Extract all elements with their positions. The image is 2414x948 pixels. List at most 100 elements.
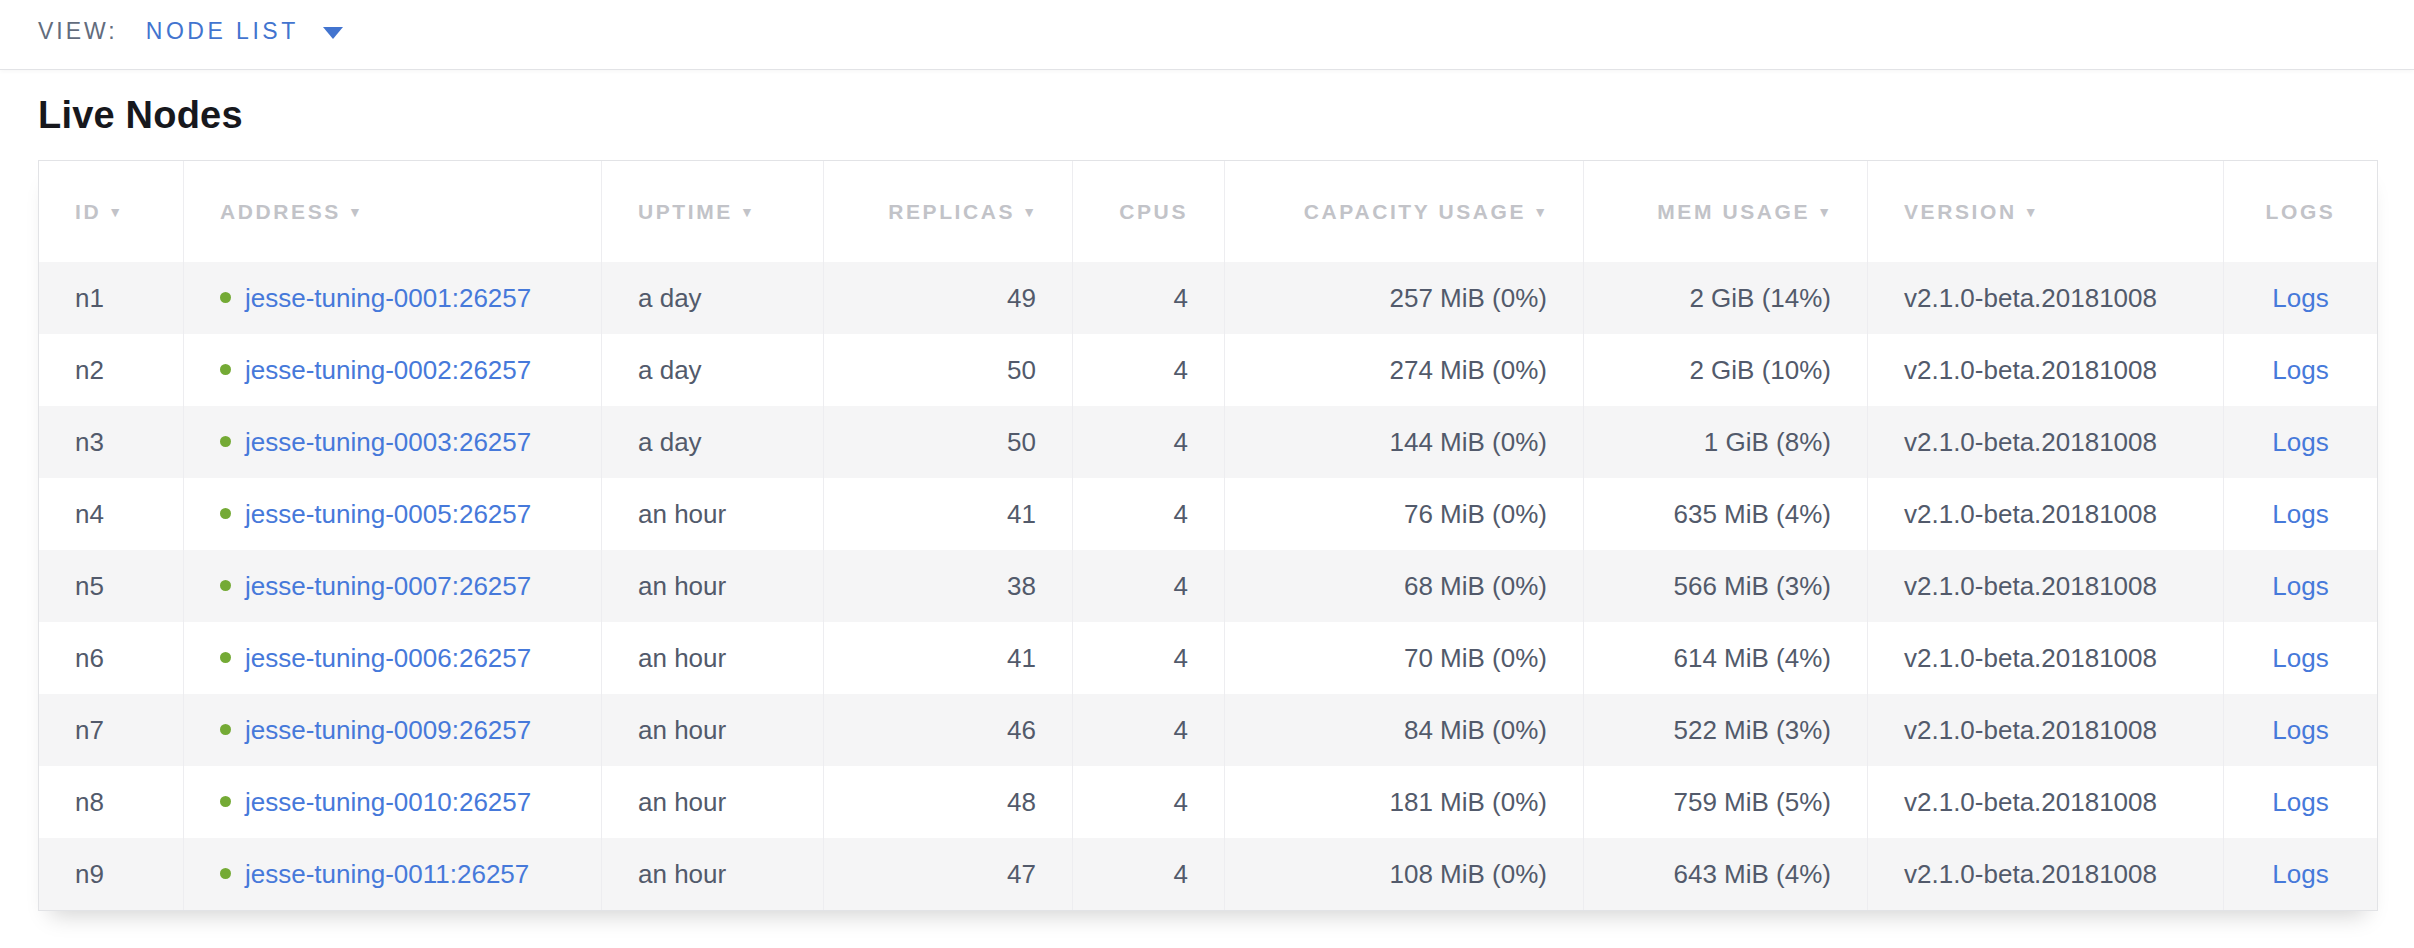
node-address-link[interactable]: jesse-tuning-0003:26257 — [245, 427, 531, 457]
capacity-cell: 274 MiB (0%) — [1225, 334, 1584, 406]
node-address-link[interactable]: jesse-tuning-0002:26257 — [245, 355, 531, 385]
column-header-label: MEM USAGE — [1657, 200, 1810, 223]
capacity-cell: 144 MiB (0%) — [1225, 406, 1584, 478]
address-cell: jesse-tuning-0011:26257 — [184, 838, 602, 910]
table-row: n3jesse-tuning-0003:26257a day504144 MiB… — [39, 406, 2377, 478]
node-address-link[interactable]: jesse-tuning-0005:26257 — [245, 499, 531, 529]
address-cell: jesse-tuning-0001:26257 — [184, 262, 602, 334]
node-address-link[interactable]: jesse-tuning-0010:26257 — [245, 787, 531, 817]
id-cell: n9 — [39, 838, 184, 910]
version-cell: v2.1.0-beta.20181008 — [1868, 406, 2224, 478]
cpus-cell: 4 — [1073, 838, 1225, 910]
cpus-cell: 4 — [1073, 622, 1225, 694]
version-cell: v2.1.0-beta.20181008 — [1868, 622, 2224, 694]
logs-link[interactable]: Logs — [2272, 499, 2328, 529]
mem-cell: 2 GiB (14%) — [1584, 262, 1868, 334]
logs-cell: Logs — [2224, 694, 2377, 766]
node-address-link[interactable]: jesse-tuning-0006:26257 — [245, 643, 531, 673]
cpus-cell: 4 — [1073, 406, 1225, 478]
logs-link[interactable]: Logs — [2272, 859, 2328, 889]
mem-cell: 1 GiB (8%) — [1584, 406, 1868, 478]
logs-link[interactable]: Logs — [2272, 283, 2328, 313]
node-healthy-status-icon — [220, 868, 231, 879]
replicas-cell: 47 — [824, 838, 1073, 910]
replicas-cell: 50 — [824, 334, 1073, 406]
capacity-cell: 76 MiB (0%) — [1225, 478, 1584, 550]
logs-link[interactable]: Logs — [2272, 571, 2328, 601]
mem-cell: 522 MiB (3%) — [1584, 694, 1868, 766]
logs-link[interactable]: Logs — [2272, 355, 2328, 385]
logs-cell: Logs — [2224, 838, 2377, 910]
node-address-link[interactable]: jesse-tuning-0011:26257 — [245, 859, 529, 889]
logs-link[interactable]: Logs — [2272, 427, 2328, 457]
column-header-id[interactable]: ID▼ — [39, 161, 184, 262]
sort-desc-icon: ▼ — [740, 204, 754, 220]
node-address-link[interactable]: jesse-tuning-0007:26257 — [245, 571, 531, 601]
address-cell: jesse-tuning-0005:26257 — [184, 478, 602, 550]
column-header-address[interactable]: ADDRESS▼ — [184, 161, 602, 262]
logs-link[interactable]: Logs — [2272, 787, 2328, 817]
uptime-cell: an hour — [602, 550, 824, 622]
version-cell: v2.1.0-beta.20181008 — [1868, 766, 2224, 838]
logs-cell: Logs — [2224, 478, 2377, 550]
view-selector[interactable]: NODE LIST — [146, 18, 343, 45]
address-cell: jesse-tuning-0007:26257 — [184, 550, 602, 622]
address-cell: jesse-tuning-0003:26257 — [184, 406, 602, 478]
replicas-cell: 48 — [824, 766, 1073, 838]
capacity-cell: 68 MiB (0%) — [1225, 550, 1584, 622]
node-healthy-status-icon — [220, 364, 231, 375]
logs-link[interactable]: Logs — [2272, 643, 2328, 673]
id-cell: n4 — [39, 478, 184, 550]
table-row: n4jesse-tuning-0005:26257an hour41476 Mi… — [39, 478, 2377, 550]
node-healthy-status-icon — [220, 580, 231, 591]
column-header-version[interactable]: VERSION▼ — [1868, 161, 2224, 262]
version-cell: v2.1.0-beta.20181008 — [1868, 334, 2224, 406]
uptime-cell: an hour — [602, 838, 824, 910]
table-row: n2jesse-tuning-0002:26257a day504274 MiB… — [39, 334, 2377, 406]
replicas-cell: 41 — [824, 622, 1073, 694]
mem-cell: 2 GiB (10%) — [1584, 334, 1868, 406]
address-cell: jesse-tuning-0009:26257 — [184, 694, 602, 766]
replicas-cell: 46 — [824, 694, 1073, 766]
id-cell: n7 — [39, 694, 184, 766]
node-healthy-status-icon — [220, 724, 231, 735]
view-bar: VIEW: NODE LIST — [0, 0, 2414, 70]
mem-cell: 566 MiB (3%) — [1584, 550, 1868, 622]
column-header-label: LOGS — [2266, 200, 2336, 223]
logs-cell: Logs — [2224, 550, 2377, 622]
capacity-cell: 84 MiB (0%) — [1225, 694, 1584, 766]
column-header-label: ID — [75, 200, 101, 223]
column-header-mem[interactable]: MEM USAGE ▼ — [1584, 161, 1868, 262]
column-header-uptime[interactable]: UPTIME▼ — [602, 161, 824, 262]
cpus-cell: 4 — [1073, 478, 1225, 550]
uptime-cell: an hour — [602, 478, 824, 550]
capacity-cell: 181 MiB (0%) — [1225, 766, 1584, 838]
replicas-cell: 38 — [824, 550, 1073, 622]
mem-cell: 759 MiB (5%) — [1584, 766, 1868, 838]
id-cell: n5 — [39, 550, 184, 622]
table-row: n7jesse-tuning-0009:26257an hour46484 Mi… — [39, 694, 2377, 766]
uptime-cell: a day — [602, 406, 824, 478]
uptime-cell: a day — [602, 334, 824, 406]
column-header-label: CPUS — [1119, 200, 1188, 223]
column-header-capacity[interactable]: CAPACITY USAGE▼ — [1225, 161, 1584, 262]
uptime-cell: an hour — [602, 766, 824, 838]
node-address-link[interactable]: jesse-tuning-0009:26257 — [245, 715, 531, 745]
address-cell: jesse-tuning-0010:26257 — [184, 766, 602, 838]
sort-desc-icon: ▼ — [1533, 204, 1547, 220]
sort-desc-icon: ▼ — [348, 204, 362, 220]
column-header-replicas[interactable]: REPLICAS▼ — [824, 161, 1073, 262]
sort-desc-icon: ▼ — [2024, 204, 2038, 220]
node-healthy-status-icon — [220, 292, 231, 303]
logs-cell: Logs — [2224, 334, 2377, 406]
logs-link[interactable]: Logs — [2272, 715, 2328, 745]
table-header-row: ID▼ADDRESS▼UPTIME▼REPLICAS▼CPUSCAPACITY … — [39, 161, 2377, 262]
node-address-link[interactable]: jesse-tuning-0001:26257 — [245, 283, 531, 313]
replicas-cell: 50 — [824, 406, 1073, 478]
table-row: n1jesse-tuning-0001:26257a day494257 MiB… — [39, 262, 2377, 334]
sort-desc-icon: ▼ — [1817, 204, 1831, 220]
node-healthy-status-icon — [220, 796, 231, 807]
chevron-down-icon — [323, 27, 343, 39]
id-cell: n6 — [39, 622, 184, 694]
logs-cell: Logs — [2224, 406, 2377, 478]
